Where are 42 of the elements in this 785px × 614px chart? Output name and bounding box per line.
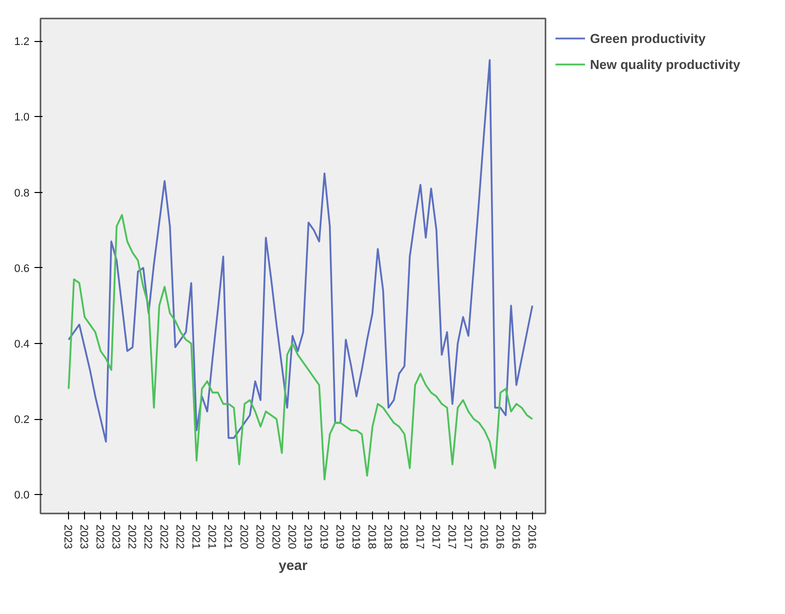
x-tick-label: 2017 bbox=[413, 524, 426, 549]
x-tick-label: 2022 bbox=[158, 524, 170, 549]
y-tick-label: 0.4 bbox=[14, 338, 30, 350]
y-tick-label: 0.6 bbox=[14, 262, 30, 275]
x-tick-label: 2019 bbox=[317, 524, 330, 549]
x-tick-label: 2022 bbox=[142, 524, 154, 549]
x-tick-label: 2018 bbox=[397, 524, 410, 549]
x-tick-label: 2021 bbox=[222, 524, 234, 549]
x-tick-label: 2018 bbox=[381, 524, 394, 549]
x-tick-label: 2023 bbox=[94, 524, 106, 549]
x-tick-label: 2022 bbox=[126, 524, 138, 549]
x-tick-label: 2020 bbox=[254, 524, 266, 549]
line-series bbox=[68, 59, 534, 443]
legend-label: Green productivity bbox=[590, 30, 706, 46]
x-tick-label: 2022 bbox=[174, 524, 186, 549]
x-tick-label: 2019 bbox=[333, 524, 346, 549]
x-tick-label: 2021 bbox=[190, 524, 202, 549]
x-tick-label: 2018 bbox=[365, 524, 378, 549]
x-tick-label: 2023 bbox=[78, 524, 90, 549]
y-tick-label: 1.0 bbox=[14, 112, 30, 124]
x-tick-label: 2020 bbox=[270, 524, 282, 549]
x-tick-label: 2016 bbox=[525, 524, 538, 549]
legend-label: New quality productivity bbox=[590, 56, 740, 72]
x-axis-title: year bbox=[278, 556, 308, 573]
x-tick-label: 2017 bbox=[461, 524, 474, 549]
x-tick-label: 2020 bbox=[238, 524, 250, 549]
x-tick-label: 2017 bbox=[429, 524, 442, 549]
x-tick-label: 2019 bbox=[349, 524, 362, 549]
x-tick-label: 2016 bbox=[493, 524, 506, 549]
y-tick-label: 0.2 bbox=[14, 414, 30, 426]
x-tick-label: 2023 bbox=[110, 524, 122, 549]
y-tick-label: 0.8 bbox=[14, 187, 30, 200]
x-tick-label: 2020 bbox=[286, 524, 298, 549]
x-tick-label: 2016 bbox=[477, 524, 490, 549]
x-tick-label: 2023 bbox=[62, 524, 74, 549]
x-tick-label: 2021 bbox=[206, 524, 218, 549]
x-tick-label: 2017 bbox=[445, 524, 458, 549]
y-tick-label: 0.0 bbox=[14, 490, 30, 502]
x-tick-label: 2016 bbox=[509, 524, 522, 549]
y-tick-label: 1.2 bbox=[14, 36, 30, 48]
x-tick-label: 2019 bbox=[302, 524, 314, 549]
line-series bbox=[68, 214, 534, 480]
